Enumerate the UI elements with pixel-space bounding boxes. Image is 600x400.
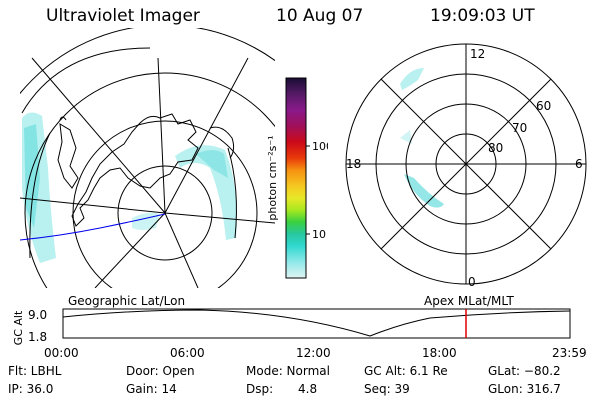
- dsp-info-label: Dsp:: [246, 382, 274, 396]
- altitude-xtick: 12:00: [296, 346, 331, 360]
- glon-info: GLon: 316.7: [488, 382, 561, 396]
- altitude-plot: GC Alt 9.0 1.8: [12, 308, 571, 345]
- geo-panel-label: Geographic Lat/Lon: [68, 294, 186, 308]
- geo-lat-circle: [117, 165, 213, 261]
- door-info: Door: Open: [126, 364, 195, 378]
- app-title: Ultraviolet Imager: [46, 6, 200, 26]
- mag-aurora: [400, 68, 444, 208]
- filter-info: Flt: LBHL: [8, 364, 62, 378]
- mlt-label-18: 18: [346, 157, 361, 171]
- mode-info: Mode: Normal: [246, 364, 330, 378]
- geo-lat-circle: [24, 72, 275, 288]
- dsp-info-value: 4.8: [298, 382, 318, 396]
- time-label: 19:09:03 UT: [430, 6, 535, 26]
- mag-panel-label: Apex MLat/MLT: [424, 294, 514, 308]
- mlat-label-70: 70: [512, 121, 527, 135]
- altitude-ytick: 1.8: [28, 330, 47, 344]
- mlt-label-0: 0: [468, 275, 476, 289]
- seq-info: Seq: 39: [364, 382, 410, 396]
- colorbar: 100 10 photon cm⁻²s⁻¹: [268, 77, 328, 279]
- gain-info: Gain: 14: [126, 382, 177, 396]
- mlt-label-12: 12: [470, 47, 485, 61]
- mlat-label-60: 60: [536, 99, 551, 113]
- altitude-ylabel: GC Alt: [12, 310, 25, 345]
- gc-alt-info: GC Alt: 6.1 Re: [364, 364, 448, 378]
- altitude-xtick: 06:00: [170, 346, 205, 360]
- altitude-xtick: 18:00: [422, 346, 457, 360]
- colorbar-tick: 100: [312, 140, 328, 153]
- satellite-track: [20, 213, 166, 241]
- magnetic-polar-plot: 12 0 18 6 60 70 80: [345, 43, 587, 289]
- mlat-label-80: 80: [488, 141, 503, 155]
- geographic-map: [20, 28, 275, 288]
- date-label: 10 Aug 07: [276, 6, 364, 26]
- ip-info: IP: 36.0: [8, 382, 54, 396]
- altitude-curve: [62, 309, 571, 337]
- coastline: [71, 113, 199, 227]
- mlt-label-6: 6: [575, 157, 583, 171]
- colorbar-label: photon cm⁻²s⁻¹: [268, 135, 279, 220]
- colorbar-tick: 10: [312, 228, 326, 241]
- altitude-xtick: 00:00: [44, 346, 79, 360]
- glat-info: GLat: −80.2: [488, 364, 561, 378]
- altitude-xtick: 23:59: [552, 346, 587, 360]
- altitude-ytick: 9.0: [28, 308, 47, 322]
